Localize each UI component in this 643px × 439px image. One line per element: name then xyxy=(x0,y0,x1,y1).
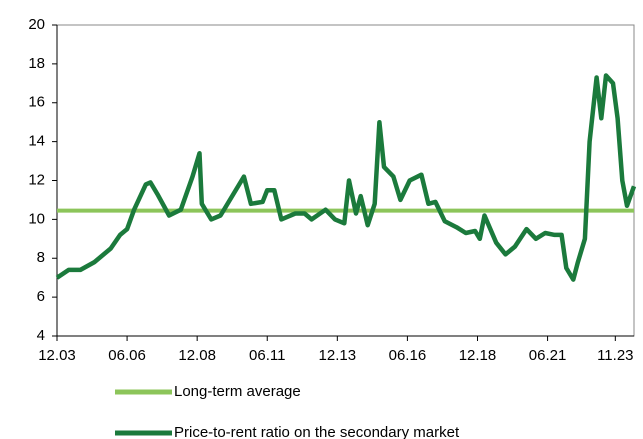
y-tick-label: 12 xyxy=(28,171,45,188)
x-tick-label: 11.23 xyxy=(597,347,633,364)
x-tick-label: 12.18 xyxy=(459,347,497,364)
x-tick-label: 12.13 xyxy=(319,347,357,364)
legend-label: Long-term average xyxy=(174,383,301,400)
x-tick-label: 12.03 xyxy=(38,347,76,364)
y-tick-label: 20 xyxy=(28,16,45,33)
y-tick-label: 8 xyxy=(37,249,45,266)
legend-label: Price-to-rent ratio on the secondary mar… xyxy=(174,424,460,439)
y-tick-label: 4 xyxy=(37,327,45,344)
x-tick-label: 06.21 xyxy=(529,347,567,364)
y-tick-label: 14 xyxy=(28,133,45,150)
x-tick-label: 06.06 xyxy=(108,347,146,364)
y-tick-label: 18 xyxy=(28,55,45,72)
plot-frame xyxy=(56,24,635,337)
y-tick-label: 10 xyxy=(28,210,45,227)
series-line xyxy=(55,73,637,282)
y-tick-label: 16 xyxy=(28,94,45,111)
x-tick-label: 06.11 xyxy=(249,347,285,364)
x-tick-label: 06.16 xyxy=(389,347,427,364)
x-tick-label: 12.08 xyxy=(178,347,216,364)
y-tick-label: 6 xyxy=(37,288,45,305)
